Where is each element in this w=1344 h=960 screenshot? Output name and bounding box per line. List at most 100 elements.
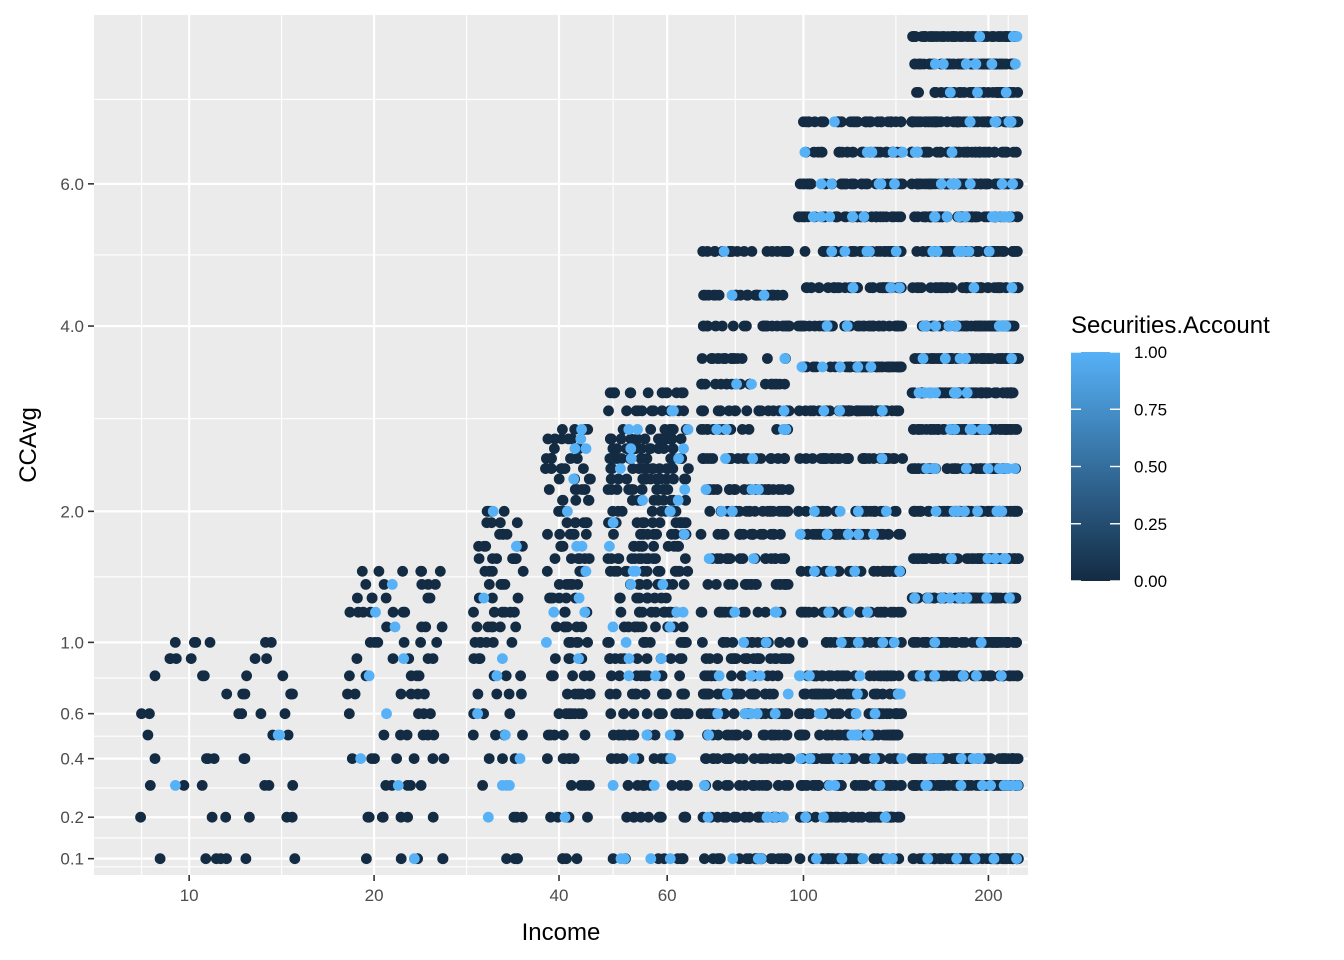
data-point: [661, 688, 672, 700]
data-point: [272, 729, 284, 741]
data-point: [829, 116, 840, 128]
data-point: [628, 811, 640, 823]
data-point: [642, 387, 654, 399]
data-point: [944, 320, 956, 332]
data-point: [804, 670, 815, 682]
data-point: [815, 211, 827, 223]
data-point: [381, 708, 392, 720]
data-point: [796, 361, 808, 373]
data-point: [808, 361, 819, 373]
data-point: [913, 387, 925, 399]
data-point: [727, 637, 739, 648]
data-point: [135, 811, 147, 823]
data-point: [955, 753, 967, 764]
data-point: [241, 670, 253, 682]
data-point: [767, 853, 779, 865]
data-point: [873, 670, 885, 682]
data-point: [623, 670, 635, 682]
data-point: [934, 146, 946, 158]
data-point: [782, 688, 794, 700]
data-point: [850, 708, 862, 720]
data-point: [578, 463, 589, 474]
data-point: [878, 729, 890, 741]
data-point: [794, 178, 806, 190]
data-point: [941, 463, 953, 474]
data-point: [912, 178, 923, 190]
data-point: [909, 753, 921, 764]
data-point: [907, 282, 919, 294]
data-point: [1006, 353, 1017, 364]
data-point: [985, 753, 997, 764]
data-point: [847, 246, 859, 257]
data-point: [938, 282, 950, 294]
data-point: [632, 424, 643, 435]
data-point: [888, 637, 900, 648]
data-point: [779, 453, 790, 464]
data-point: [752, 853, 764, 865]
data-point: [833, 453, 845, 464]
data-point: [762, 811, 774, 823]
data-point: [481, 637, 492, 648]
data-point: [626, 553, 638, 564]
data-point: [618, 729, 630, 741]
data-point: [869, 753, 880, 764]
data-point: [896, 708, 907, 720]
data-point: [810, 811, 821, 823]
data-point: [896, 753, 908, 764]
data-point: [940, 387, 952, 399]
data-point: [937, 58, 949, 70]
data-point: [869, 708, 881, 720]
data-point: [198, 670, 210, 682]
y-tick-label: 1.0: [60, 633, 84, 652]
data-point: [149, 670, 161, 682]
data-point: [185, 653, 197, 664]
data-point: [405, 670, 417, 682]
data-point: [201, 753, 212, 764]
data-point: [990, 116, 1002, 128]
data-point: [939, 353, 951, 364]
data-point: [555, 540, 567, 552]
data-point: [852, 637, 864, 648]
data-point: [682, 424, 694, 435]
data-point: [1003, 116, 1015, 128]
data-point: [667, 443, 679, 454]
data-point: [731, 378, 742, 390]
data-point: [1004, 592, 1015, 604]
data-point: [761, 780, 773, 791]
data-point: [664, 505, 676, 517]
data-point: [615, 606, 627, 618]
data-point: [840, 178, 852, 190]
data-point: [865, 637, 876, 648]
data-point: [215, 853, 227, 865]
data-point: [580, 528, 592, 540]
data-point: [512, 853, 523, 865]
data-point: [970, 58, 982, 70]
data-point: [765, 378, 777, 390]
data-point: [987, 87, 999, 98]
data-point: [951, 853, 963, 865]
data-point: [878, 320, 890, 332]
data-point: [997, 58, 1009, 70]
data-point: [767, 484, 779, 495]
data-point: [604, 540, 615, 552]
data-point: [946, 146, 958, 158]
data-point: [542, 433, 554, 445]
data-point: [738, 637, 749, 648]
data-point: [776, 484, 788, 495]
data-point: [479, 565, 491, 577]
data-point: [609, 565, 620, 577]
data-point: [957, 670, 969, 682]
data-point: [929, 670, 940, 682]
data-point: [727, 320, 739, 332]
data-point: [511, 540, 522, 552]
data-point: [281, 811, 293, 823]
data-point: [344, 670, 355, 682]
data-point: [734, 528, 746, 540]
data-point: [503, 688, 515, 700]
data-point: [675, 433, 687, 445]
data-point: [1009, 463, 1020, 474]
data-point: [821, 320, 833, 332]
y-tick-label: 2.0: [60, 502, 84, 521]
data-point: [710, 579, 722, 590]
data-point: [861, 505, 873, 517]
